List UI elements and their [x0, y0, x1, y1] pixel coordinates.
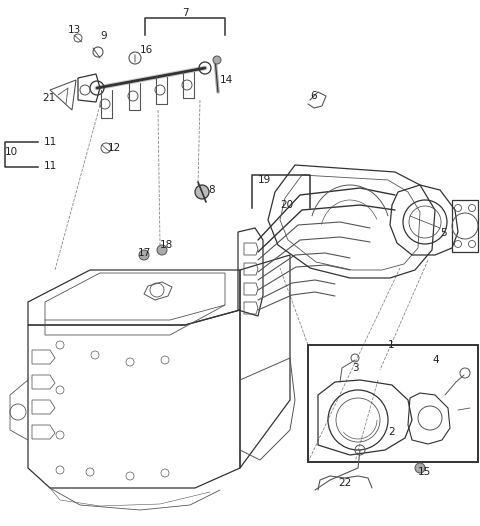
- Circle shape: [139, 250, 149, 260]
- Text: 9: 9: [100, 31, 107, 41]
- Text: 11: 11: [44, 161, 57, 171]
- Text: 19: 19: [258, 175, 271, 185]
- Text: 12: 12: [108, 143, 121, 153]
- Text: 13: 13: [68, 25, 81, 35]
- Text: 6: 6: [310, 91, 317, 101]
- Text: 4: 4: [432, 355, 439, 365]
- Text: 10: 10: [5, 147, 18, 157]
- Text: 16: 16: [140, 45, 153, 55]
- Text: 15: 15: [418, 467, 431, 477]
- Text: 8: 8: [208, 185, 215, 195]
- Circle shape: [157, 245, 167, 255]
- Text: 1: 1: [388, 340, 395, 350]
- Text: 18: 18: [160, 240, 173, 250]
- Text: 3: 3: [352, 363, 359, 373]
- Text: 5: 5: [440, 228, 446, 238]
- Text: 20: 20: [280, 200, 293, 210]
- Text: 2: 2: [388, 427, 395, 437]
- Text: 14: 14: [220, 75, 233, 85]
- Text: 11: 11: [44, 137, 57, 147]
- Text: 21: 21: [42, 93, 55, 103]
- Circle shape: [195, 185, 209, 199]
- Bar: [308, 345, 478, 462]
- Text: 7: 7: [182, 8, 188, 18]
- Circle shape: [213, 56, 221, 64]
- Text: 22: 22: [338, 478, 352, 488]
- Text: 17: 17: [138, 248, 151, 258]
- Circle shape: [415, 463, 425, 473]
